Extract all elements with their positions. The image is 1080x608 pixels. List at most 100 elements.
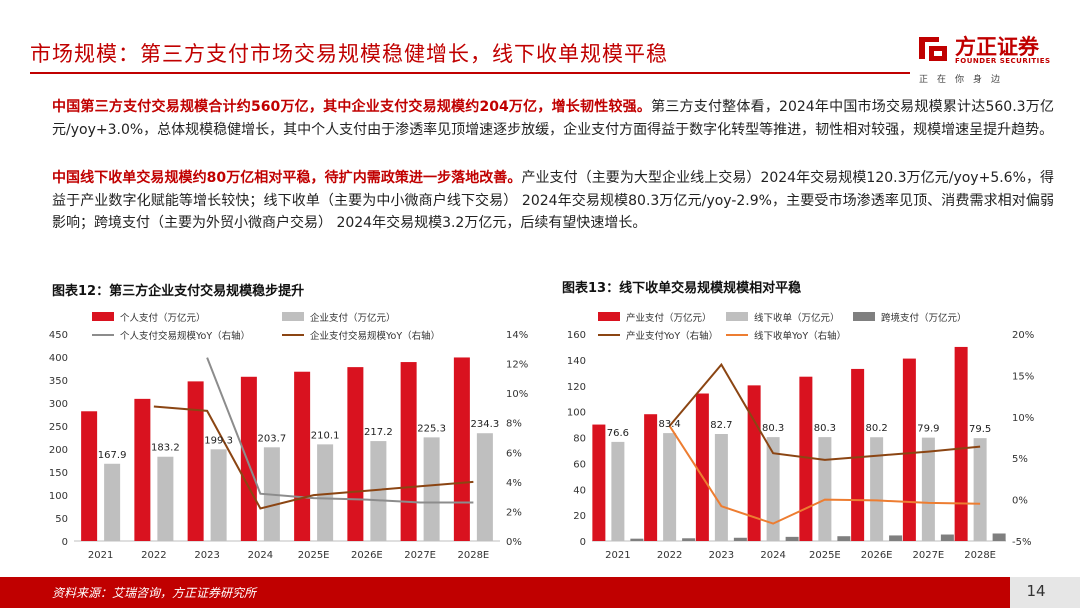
bar-c13-s0 <box>592 424 606 541</box>
bar-c12-s1 <box>157 456 174 541</box>
y-right-tick-label: 20% <box>1012 330 1034 341</box>
data-label: 203.7 <box>258 433 287 444</box>
y-left-tick-label: 400 <box>49 353 68 364</box>
legend-label: 企业支付（万亿元） <box>310 312 396 324</box>
data-label: 199.3 <box>204 435 233 446</box>
founder-logo-mark-icon <box>919 37 947 61</box>
x-tick-label: 2025E <box>809 550 841 561</box>
bar-c13-s0 <box>851 368 865 541</box>
y-left-tick-label: 50 <box>55 514 68 525</box>
data-label: 80.2 <box>865 423 887 434</box>
bar-c13-s2 <box>889 535 903 541</box>
data-label: 83.4 <box>658 419 680 430</box>
y-right-tick-label: 0% <box>1012 496 1028 507</box>
bar-c13-s1 <box>921 437 935 541</box>
y-right-tick-label: 0% <box>506 537 522 548</box>
bar-c13-s2 <box>682 538 696 541</box>
bar-c13-s2 <box>992 533 1006 541</box>
footer-page-box <box>1010 577 1080 608</box>
data-label: 82.7 <box>710 420 732 431</box>
bar-c13-s1 <box>766 437 780 541</box>
bar-c12-s0 <box>400 362 417 541</box>
data-label: 80.3 <box>762 423 784 434</box>
x-tick-label: 2027E <box>912 550 944 561</box>
line-series-0 <box>206 357 474 504</box>
y-left-tick-label: 100 <box>567 408 586 419</box>
y-left-tick-label: 350 <box>49 376 68 387</box>
legend-swatch <box>92 312 114 321</box>
data-label: 210.1 <box>311 430 340 441</box>
bar-c12-s0 <box>187 381 204 541</box>
chart12-enterprise-payment: 0 50 100 150 200 250 300 350 400 450 0% 2% 4% 6% 8% 10%… <box>49 312 528 561</box>
y-left-tick-label: 250 <box>49 422 68 433</box>
chart12-title: 图表12：第三方企业支付交易规模稳步提升 <box>52 284 305 299</box>
y-right-tick-label: 10% <box>1012 413 1034 424</box>
legend-label: 产业支付（万亿元） <box>626 312 712 324</box>
bar-c12-s1 <box>476 433 493 541</box>
data-label: 76.6 <box>607 428 629 439</box>
bar-c12-s0 <box>81 411 98 541</box>
y-left-tick-label: 150 <box>49 468 68 479</box>
data-label: 225.3 <box>417 423 446 434</box>
y-right-tick-label: 10% <box>506 389 528 400</box>
legend-swatch <box>726 312 748 321</box>
bar-c12-s1 <box>210 449 227 541</box>
bar-c13-s0 <box>902 358 916 541</box>
paragraph-offline-acquiring: 中国线下收单交易规模约80万亿相对平稳，待扩内需政策进一步落地改善。产业支付（主… <box>52 167 1054 235</box>
y-left-tick-label: 100 <box>49 491 68 502</box>
x-tick-label: 2024 <box>248 550 273 561</box>
paragraph-highlight: 中国第三方支付交易规模合计约560万亿，其中企业支付交易规模约204万亿，增长韧… <box>52 99 652 115</box>
y-right-tick-label: 12% <box>506 360 528 371</box>
x-tick-label: 2028E <box>457 550 489 561</box>
page-title: 市场规模：第三方支付市场交易规模稳健增长，线下收单规模平稳 <box>30 42 668 66</box>
x-tick-label: 2026E <box>351 550 383 561</box>
bar-c12-s0 <box>134 398 151 541</box>
x-tick-label: 2022 <box>657 550 682 561</box>
y-right-tick-label: 8% <box>506 419 522 430</box>
data-label: 234.3 <box>471 419 500 430</box>
x-tick-label: 2021 <box>605 550 630 561</box>
y-left-tick-label: 450 <box>49 330 68 341</box>
x-tick-label: 2027E <box>404 550 436 561</box>
source-note: 资料来源：艾瑞咨询，方正证券研究所 <box>52 586 257 600</box>
y-left-tick-label: 20 <box>573 511 586 522</box>
logo-text-en: FOUNDER SECURITIES <box>955 57 1051 65</box>
bar-c13-s2 <box>785 536 799 541</box>
x-tick-label: 2025E <box>298 550 330 561</box>
bar-c12-s0 <box>294 371 311 541</box>
bar-c13-s1 <box>870 437 884 541</box>
legend-swatch <box>282 312 304 321</box>
bar-c12-s1 <box>317 444 334 541</box>
paragraph-body: 第三方支付整体看，2024年中国市场交易规模累计达560.3万亿元/yoy+3.… <box>52 99 1054 138</box>
bar-c13-s2 <box>733 537 747 541</box>
y-left-tick-label: 140 <box>567 356 586 367</box>
footer-bar <box>0 577 1080 608</box>
bar-c13-s0 <box>644 414 658 541</box>
line-series-1 <box>668 425 981 525</box>
y-right-tick-label: 14% <box>506 330 528 341</box>
bar-c13-s0 <box>799 376 813 541</box>
x-tick-label: 2022 <box>141 550 166 561</box>
y-left-tick-label: 120 <box>567 382 586 393</box>
x-tick-label: 2024 <box>760 550 785 561</box>
y-right-tick-label: 4% <box>506 478 522 489</box>
bar-c13-s1 <box>973 438 987 541</box>
y-left-tick-label: 200 <box>49 445 68 456</box>
chart13-offline-acquiring: 0 20 40 60 80 100 120 140 160 -5% 0% 5% 10% 15% 20% 202… <box>567 312 1034 561</box>
bar-c13-s0 <box>695 393 709 541</box>
legend-swatch <box>598 312 620 321</box>
legend-label: 个人支付交易规模YoY（右轴） <box>120 330 250 342</box>
logo-tagline: 正在你身边 <box>919 75 1010 85</box>
data-label: 217.2 <box>364 427 393 438</box>
bar-c12-s0 <box>453 357 470 541</box>
legend-label: 个人支付（万亿元） <box>120 312 206 324</box>
bar-c12-s0 <box>240 376 257 541</box>
legend-label: 线下收单（万亿元） <box>754 312 840 324</box>
line-series-0 <box>668 362 981 461</box>
x-tick-label: 2023 <box>709 550 734 561</box>
line-series-1 <box>153 405 474 510</box>
y-left-tick-label: 300 <box>49 399 68 410</box>
x-tick-label: 2026E <box>861 550 893 561</box>
paragraph-body: 产业支付（主要为大型企业线上交易）2024年交易规模120.3万亿元/yoy+5… <box>52 170 1055 231</box>
x-tick-label: 2028E <box>964 550 996 561</box>
